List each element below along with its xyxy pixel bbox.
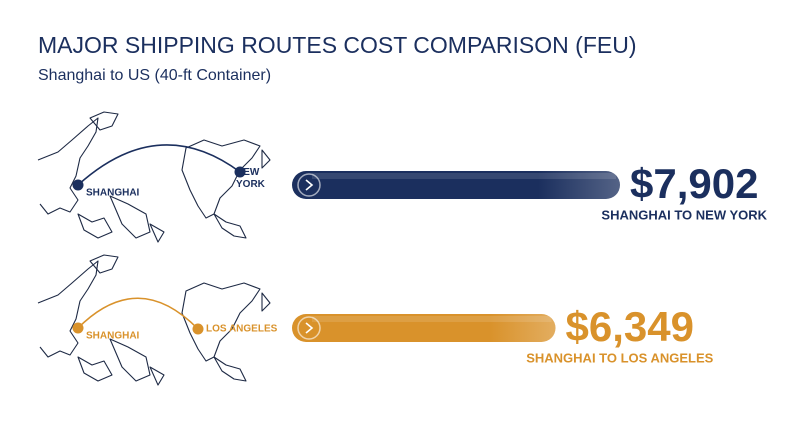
origin-label: SHANGHAI	[86, 188, 140, 199]
coastline	[261, 292, 271, 312]
coastline	[89, 111, 119, 131]
category-label: SHANGHAI TO LOS ANGELES	[526, 350, 713, 365]
bar-icon	[297, 173, 321, 197]
chart-subtitle: Shanghai to US (40-ft Container)	[38, 67, 271, 84]
category-label: SHANGHAI TO NEW YORK	[601, 207, 767, 222]
bar	[292, 314, 556, 342]
chevron	[305, 179, 314, 191]
bar-highlight	[312, 316, 552, 322]
destination-label: LOS ANGELES	[206, 324, 278, 335]
coastline	[181, 139, 261, 219]
coastline	[77, 356, 113, 382]
coastline	[213, 356, 247, 382]
coastline	[77, 213, 113, 239]
value-label: $7,902	[630, 160, 758, 207]
coastline	[89, 254, 119, 274]
origin-dot	[72, 322, 84, 334]
chevron	[305, 322, 314, 334]
coastline	[149, 223, 165, 243]
bar-icon	[297, 316, 321, 340]
coastline	[37, 117, 99, 215]
coastline	[37, 260, 99, 358]
route-arc	[77, 297, 199, 330]
value-label: $6,349	[566, 303, 694, 350]
destination-dot	[192, 323, 204, 335]
coastline	[109, 338, 151, 382]
coastline	[149, 366, 165, 386]
chart-title: MAJOR SHIPPING ROUTES COST COMPARISON (F…	[38, 32, 636, 58]
origin-label: SHANGHAI	[86, 331, 140, 342]
coastline	[213, 213, 247, 239]
destination-label: NEW YORK	[236, 167, 266, 190]
route-arc	[77, 144, 241, 186]
coastline	[109, 195, 151, 239]
bar-highlight	[312, 173, 616, 179]
destination-dot	[234, 166, 246, 178]
bar	[292, 171, 620, 199]
coastline	[181, 282, 261, 362]
origin-dot	[72, 179, 84, 191]
coastline	[261, 149, 271, 169]
route-map: SHANGHAI NEW YORK	[37, 111, 271, 243]
route-map: SHANGHAI LOS ANGELES	[37, 254, 278, 386]
